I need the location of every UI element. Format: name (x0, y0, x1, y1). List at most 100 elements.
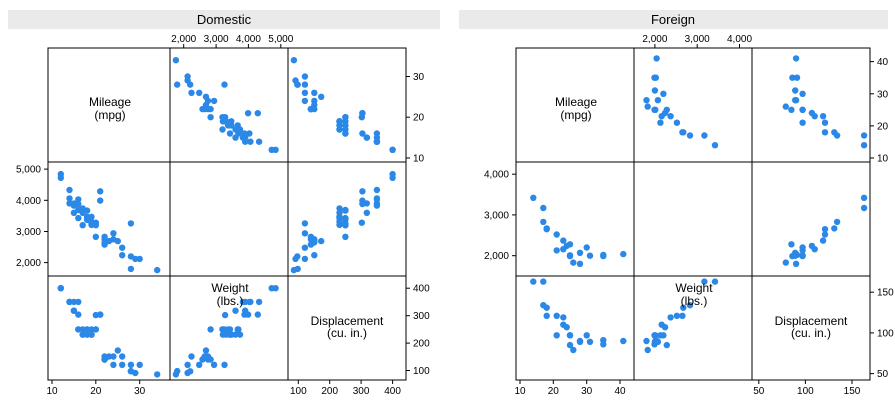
foreign-grid-frame (515, 47, 871, 381)
domestic-point-21-r2c0 (88, 331, 95, 338)
domestic-point-12-r1c2 (336, 205, 343, 212)
domestic-point-19-r1c2 (336, 213, 343, 220)
domestic-point-19-r2c1 (228, 331, 235, 338)
domestic-point-39-r1c2 (301, 220, 309, 227)
domestic-point-34-r0c1 (210, 97, 218, 105)
domestic-point-36-r2c1 (196, 361, 203, 368)
domestic-point-25-r2c0 (92, 326, 100, 333)
domestic-mileage-xtick-label-0: 10 (46, 386, 58, 397)
foreign-mileage-unit: (mpg) (560, 108, 591, 122)
foreign-point-10-r1c2 (788, 241, 795, 248)
domestic-point-10-r1c2 (373, 196, 381, 203)
domestic-point-39-r2c1 (221, 361, 228, 368)
domestic-weight-ytick-label-1: 3,000 (16, 227, 41, 238)
domestic-point-39-r1c0 (127, 220, 135, 227)
foreign-point-12-r2c0 (566, 332, 574, 339)
domestic-point-37-r1c2 (311, 252, 318, 259)
domestic-point-36-r2c0 (119, 361, 126, 368)
domestic-point-37-r1c0 (119, 252, 126, 259)
domestic-point-27-r2c1 (244, 311, 252, 318)
domestic-point-34-r0c2 (301, 97, 309, 105)
domestic-point-41-r0c2 (292, 77, 299, 84)
domestic-point-33-r2c0 (110, 353, 117, 360)
foreign-point-1-r1c2 (860, 204, 868, 212)
foreign-point-5-r2c0 (553, 312, 560, 319)
foreign-point-4-r1c2 (821, 226, 829, 233)
domestic-point-25-r0c1 (207, 114, 214, 121)
foreign-point-7-r2c0 (560, 314, 567, 321)
domestic-matrix: Domestic 10 20 30 10 20 30 2,000 3,000 4,000 5,00… (8, 10, 440, 397)
domestic-point-34-r2c1 (210, 361, 218, 368)
domestic-point-34-r1c0 (110, 230, 117, 237)
domestic-mileage-xtick-label-1: 20 (90, 386, 102, 397)
domestic-point-34-r2c0 (110, 361, 117, 368)
foreign-mileage-ytick-label-2: 30 (877, 89, 889, 100)
domestic-displacement-ytick-label-0: 100 (413, 366, 430, 377)
domestic-point-42-r0c1 (184, 73, 191, 80)
foreign-point-2-r2c1 (686, 302, 694, 309)
domestic-point-35-r0c2 (318, 93, 325, 101)
domestic-point-24-r0c1 (219, 114, 226, 121)
foreign-point-4-r0c2 (821, 129, 829, 136)
domestic-point-4-r2c0 (66, 298, 73, 306)
domestic-weight-xtick-label-0: 2,000 (171, 34, 196, 45)
domestic-weight-xtick-label-3: 5,000 (268, 34, 293, 45)
foreign-mileage-label: Mileage (555, 95, 597, 109)
domestic-point-18-r2c1 (234, 326, 241, 333)
domestic-point-21-r2c1 (222, 331, 230, 338)
domestic-mileage-unit: (mpg) (94, 108, 125, 122)
domestic-point-5-r2c1 (232, 307, 239, 314)
domestic-point-19-r1c0 (88, 213, 95, 220)
domestic-point-13-r2c0 (79, 331, 86, 338)
domestic-point-33-r0c2 (311, 97, 318, 105)
domestic-point-42-r1c0 (136, 255, 143, 263)
domestic-point-24-r1c2 (342, 222, 349, 229)
foreign-point-4-r2c1 (679, 312, 686, 319)
domestic-point-14-r1c0 (79, 222, 86, 229)
domestic-point-17-r2c0 (83, 331, 91, 338)
domestic-point-42-r0c2 (301, 73, 309, 80)
foreign-point-15-r2c0 (576, 337, 584, 345)
domestic-point-43-r2c1 (172, 371, 180, 378)
domestic-point-18-r1c2 (342, 207, 349, 214)
domestic-point-42-r1c2 (301, 255, 309, 263)
domestic-point-11-r0c1 (241, 130, 248, 137)
foreign-point-5-r0c1 (673, 119, 681, 126)
foreign-mileage-xtick-label-0: 10 (514, 386, 526, 397)
domestic-point-27-r1c2 (359, 197, 366, 204)
domestic-point-10-r2c0 (75, 298, 82, 306)
foreign-point-0-r1c0 (530, 194, 537, 201)
foreign-point-4-r0c1 (679, 129, 686, 136)
domestic-point-38-r0c1 (174, 81, 181, 88)
foreign-point-14-r0c1 (654, 97, 662, 104)
foreign-displacement-xtick-label-1: 100 (797, 386, 814, 397)
domestic-point-36-r0c1 (196, 89, 203, 97)
foreign-point-17-r2c0 (586, 338, 594, 345)
foreign-point-0-r0c1 (711, 142, 719, 149)
foreign-point-20-r2c1 (653, 337, 660, 345)
domestic-point-24-r1c0 (92, 222, 100, 229)
foreign-point-7-r1c2 (819, 237, 827, 244)
domestic-point-35-r2c0 (114, 347, 122, 354)
foreign-mileage-ytick-label-3: 40 (877, 57, 889, 68)
foreign-title-band (459, 10, 888, 29)
domestic-point-6-r1c2 (373, 202, 381, 209)
domestic-point-1-r2c0 (57, 285, 64, 292)
foreign-weight-xtick-label-0: 2,000 (642, 34, 667, 45)
foreign-point-13-r2c0 (570, 346, 577, 354)
domestic-mileage-label: Mileage (89, 95, 131, 109)
domestic-point-4-r0c1 (255, 138, 263, 145)
domestic-point-9-r1c0 (75, 214, 82, 222)
domestic-point-1-r0c1 (272, 146, 279, 153)
foreign-point-17-r0c2 (792, 87, 799, 94)
foreign-point-15-r2c1 (643, 337, 650, 345)
domestic-point-23-r2c1 (221, 311, 229, 319)
domestic-point-36-r1c0 (119, 244, 126, 251)
domestic-point-39-r2c0 (127, 361, 135, 368)
domestic-point-25-r1c0 (92, 233, 100, 240)
foreign-point-15-r1c0 (576, 260, 584, 267)
foreign-point-7-r0c2 (819, 113, 827, 120)
domestic-point-41-r2c0 (132, 369, 139, 377)
foreign-point-1-r0c2 (860, 132, 868, 139)
foreign-point-1-r2c0 (540, 278, 547, 285)
